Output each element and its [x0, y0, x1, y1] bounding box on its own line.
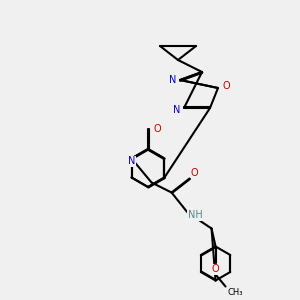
Text: O: O — [222, 81, 230, 91]
Text: N: N — [173, 105, 181, 115]
Text: O: O — [153, 124, 161, 134]
Text: CH₃: CH₃ — [228, 288, 243, 297]
Text: N: N — [128, 157, 135, 166]
Text: NH: NH — [188, 211, 203, 220]
Text: O: O — [212, 265, 219, 275]
Text: O: O — [191, 167, 198, 178]
Text: N: N — [169, 75, 177, 85]
